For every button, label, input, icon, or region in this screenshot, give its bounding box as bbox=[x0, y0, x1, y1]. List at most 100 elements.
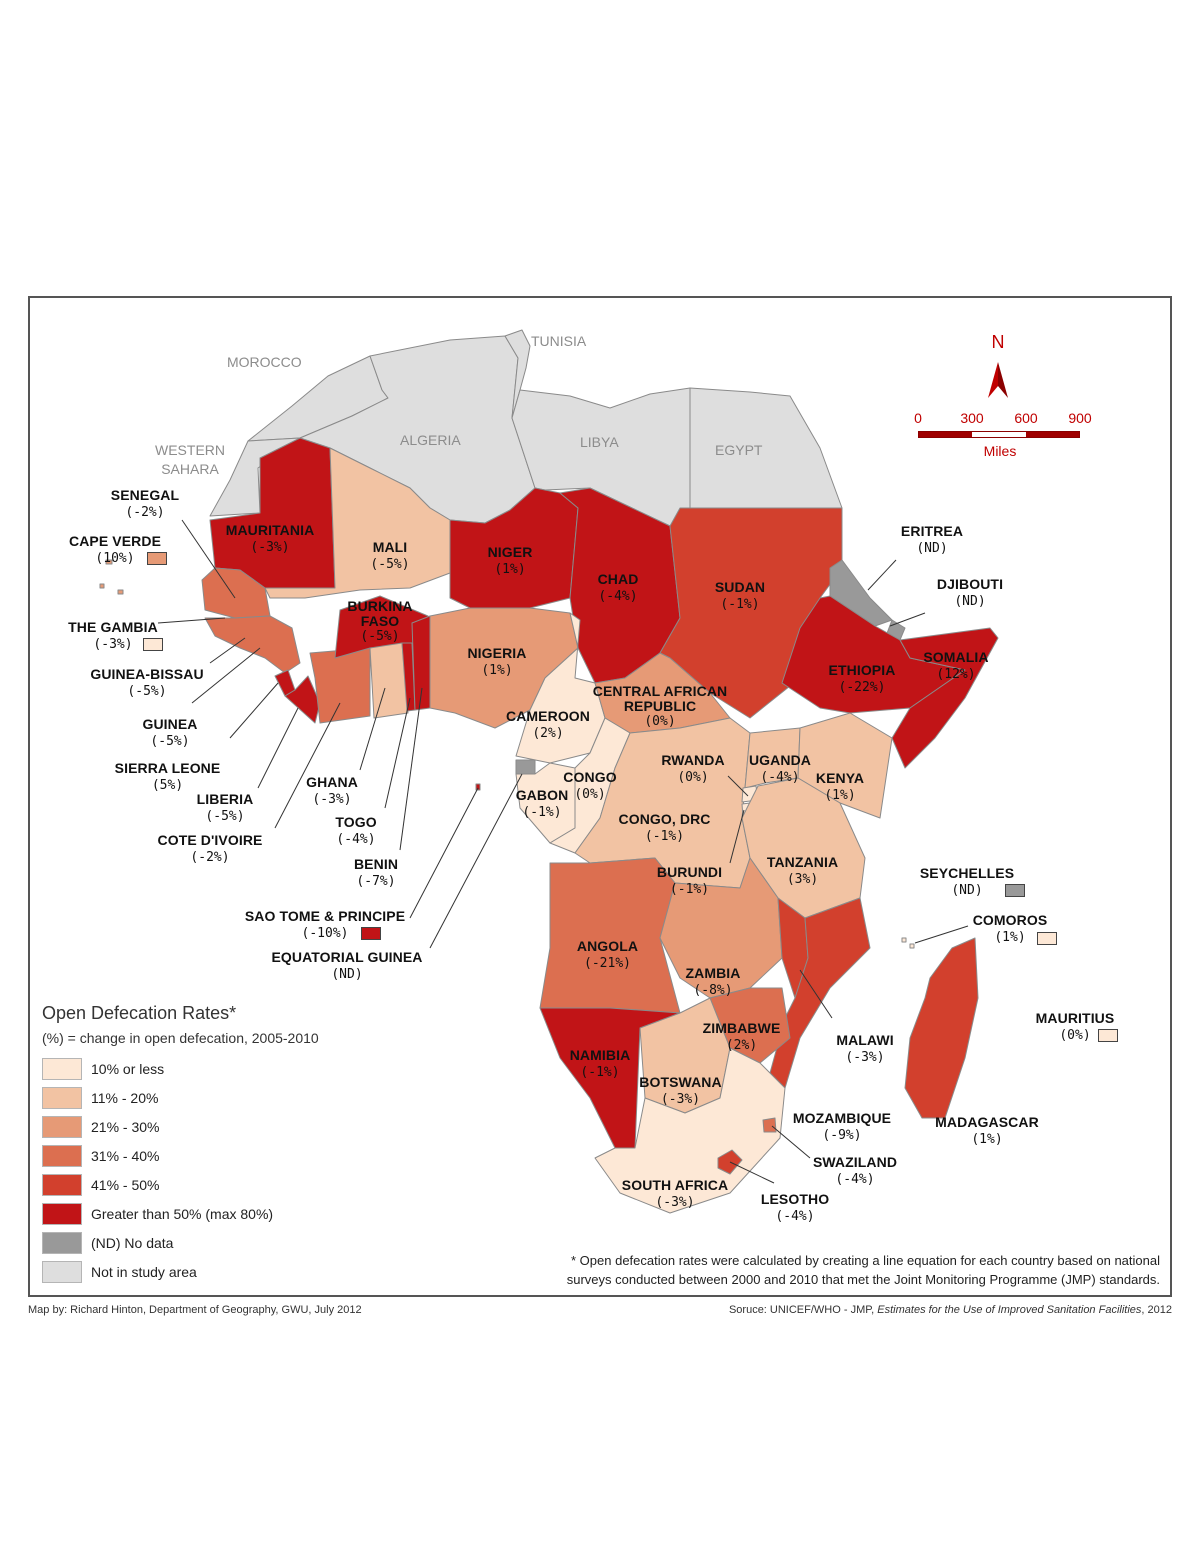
region-senegal bbox=[201, 567, 271, 619]
label-the-gambia: THE GAMBIA (-3%) bbox=[68, 619, 158, 652]
label-nigeria: NIGERIA (1%) bbox=[467, 645, 527, 678]
label-sudan: SUDAN (-1%) bbox=[714, 579, 766, 612]
label-western-sahara: WESTERN SAHARA bbox=[155, 442, 225, 477]
label-namibia: NAMIBIA (-1%) bbox=[569, 1047, 631, 1080]
swatch-sao-tome bbox=[361, 927, 381, 940]
legend-swatch bbox=[42, 1057, 82, 1080]
label-angola: ANGOLA (-21%) bbox=[576, 938, 639, 971]
legend-rows: 10% or less 11% - 20% 21% - 30% 31% - 40% 41… bbox=[42, 1054, 382, 1286]
label-ghana: GHANA (-3%) bbox=[306, 774, 358, 807]
label-liberia: LIBERIA (-5%) bbox=[196, 791, 254, 824]
source-credit: Soruce: UNICEF/WHO - JMP, Estimates for … bbox=[729, 1304, 1172, 1316]
legend-label: 41% - 50% bbox=[91, 1176, 160, 1193]
label-cape-verde: CAPE VERDE (10%) bbox=[68, 533, 162, 566]
label-sierra-leone: SIERRA LEONE (5%) bbox=[114, 760, 221, 793]
footnote: * Open defecation rates were calculated … bbox=[530, 1251, 1160, 1289]
region-comoros bbox=[901, 937, 915, 949]
region-somalia bbox=[891, 627, 999, 769]
legend-label: Not in study area bbox=[91, 1263, 197, 1280]
label-kenya: KENYA (1%) bbox=[815, 770, 865, 803]
region-south-africa bbox=[594, 1047, 786, 1214]
label-burkina-faso: BURKINA FASO (-5%) bbox=[347, 598, 413, 645]
legend-item: 10% or less bbox=[42, 1054, 382, 1083]
scale-tick-600: 600 bbox=[1014, 410, 1038, 426]
scale-bar-graphic bbox=[918, 431, 1080, 438]
legend-title: Open Defecation Rates* bbox=[42, 1003, 237, 1023]
map-credit: Map by: Richard Hinton, Department of Ge… bbox=[28, 1304, 362, 1316]
label-zimbabwe: ZIMBABWE (2%) bbox=[702, 1020, 781, 1053]
label-burundi: BURUNDI (-1%) bbox=[656, 864, 723, 897]
label-algeria: ALGERIA bbox=[400, 432, 461, 448]
legend-swatch bbox=[42, 1202, 82, 1225]
label-mauritius: MAURITIUS (0%) bbox=[1035, 1010, 1115, 1043]
legend-swatch bbox=[42, 1115, 82, 1138]
legend-label: Greater than 50% (max 80%) bbox=[91, 1205, 274, 1222]
region-madagascar bbox=[904, 937, 979, 1119]
legend-item: 31% - 40% bbox=[42, 1141, 382, 1170]
legend-item: 41% - 50% bbox=[42, 1170, 382, 1199]
label-mozambique: MOZAMBIQUE (-9%) bbox=[792, 1110, 892, 1143]
label-guinea: GUINEA (-5%) bbox=[142, 716, 198, 749]
region-tunisia bbox=[504, 329, 531, 419]
north-arrow: N bbox=[978, 332, 1018, 353]
label-malawi: MALAWI (-3%) bbox=[836, 1032, 894, 1065]
label-egypt: EGYPT bbox=[715, 442, 763, 458]
legend-swatch bbox=[42, 1173, 82, 1196]
scale-tick-0: 0 bbox=[914, 410, 922, 426]
region-ghana bbox=[369, 642, 409, 719]
label-mali: MALI (-5%) bbox=[370, 539, 410, 572]
label-south-africa: SOUTH AFRICA (-3%) bbox=[621, 1177, 729, 1210]
label-congo: CONGO (0%) bbox=[563, 769, 617, 802]
africa-map bbox=[99, 329, 1008, 1214]
region-swaziland bbox=[762, 1117, 777, 1133]
scale-tick-900: 900 bbox=[1068, 410, 1092, 426]
label-zambia: ZAMBIA (-8%) bbox=[685, 965, 741, 998]
leader-lines bbox=[157, 519, 969, 1184]
region-egypt bbox=[689, 387, 843, 509]
legend: Open Defecation Rates* (%) = change in o… bbox=[42, 1003, 382, 1286]
legend-item: Greater than 50% (max 80%) bbox=[42, 1199, 382, 1228]
region-guinea bbox=[204, 615, 301, 674]
label-rwanda: RWANDA (0%) bbox=[661, 752, 725, 785]
label-senegal: SENEGAL (-2%) bbox=[110, 487, 180, 520]
legend-label: 31% - 40% bbox=[91, 1147, 160, 1164]
label-libya: LIBYA bbox=[580, 434, 619, 450]
region-cape-verde bbox=[99, 559, 124, 595]
map-frame: MOROCCO TUNISIA ALGERIA LIBYA EGYPT WEST… bbox=[28, 296, 1172, 1297]
legend-subtitle: (%) = change in open defecation, 2005-20… bbox=[42, 1030, 319, 1046]
label-drc: CONGO, DRC (-1%) bbox=[618, 811, 711, 844]
region-sao-tome bbox=[475, 783, 481, 791]
north-arrow-icon bbox=[988, 362, 1008, 398]
north-label: N bbox=[991, 332, 1005, 352]
legend-item: 11% - 20% bbox=[42, 1083, 382, 1112]
legend-label: 10% or less bbox=[91, 1060, 165, 1077]
swatch-seychelles bbox=[1005, 884, 1025, 897]
label-tunisia: TUNISIA bbox=[531, 333, 587, 349]
source-title: Estimates for the Use of Improved Sanita… bbox=[877, 1304, 1142, 1316]
label-cote-divoire: COTE D'IVOIRE (-2%) bbox=[157, 832, 263, 865]
legend-swatch bbox=[42, 1231, 82, 1254]
legend-item: (ND) No data bbox=[42, 1228, 382, 1257]
region-angola bbox=[539, 857, 681, 1014]
region-liberia bbox=[284, 675, 321, 724]
region-uganda bbox=[744, 727, 801, 789]
scale-unit: Miles bbox=[983, 443, 1017, 459]
legend-label: 21% - 30% bbox=[91, 1118, 160, 1135]
label-eritrea: ERITREA (ND) bbox=[900, 523, 964, 556]
swatch-comoros bbox=[1037, 932, 1057, 945]
label-djibouti: DJIBOUTI (ND) bbox=[936, 576, 1004, 609]
legend-swatch bbox=[42, 1086, 82, 1109]
label-morocco: MOROCCO bbox=[227, 354, 302, 370]
scale-tick-300: 300 bbox=[960, 410, 984, 426]
label-equatorial-guinea: EQUATORIAL GUINEA (ND) bbox=[271, 949, 423, 982]
legend-swatch bbox=[42, 1260, 82, 1283]
label-uganda: UGANDA (-4%) bbox=[748, 752, 812, 785]
footnote-line-1: * Open defecation rates were calculated … bbox=[571, 1253, 1160, 1268]
label-comoros: COMOROS (1%) bbox=[972, 912, 1048, 945]
label-botswana: BOTSWANA (-3%) bbox=[639, 1074, 722, 1107]
label-somalia: SOMALIA (12%) bbox=[923, 649, 989, 682]
label-togo: TOGO (-4%) bbox=[335, 814, 377, 847]
label-sao-tome: SAO TOME & PRINCIPE (-10%) bbox=[244, 908, 406, 941]
swatch-the-gambia bbox=[143, 638, 163, 651]
label-car: CENTRAL AFRICAN REPUBLIC (0%) bbox=[592, 683, 728, 730]
